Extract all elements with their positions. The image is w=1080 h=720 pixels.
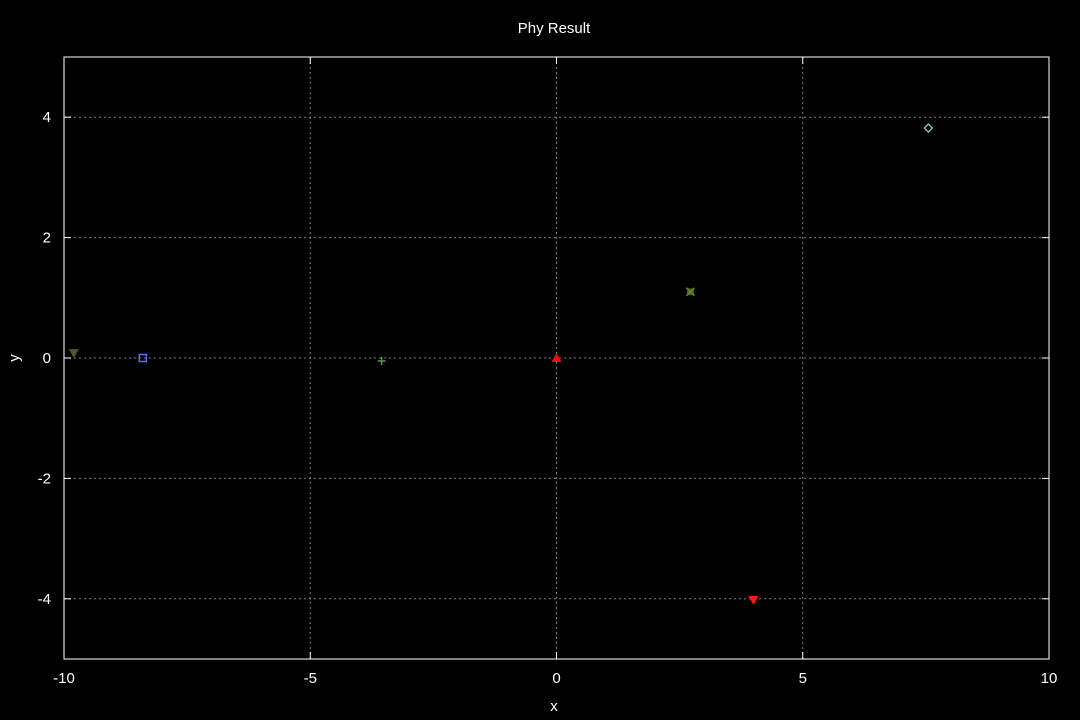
plot-frame	[63, 56, 1050, 660]
point-cyan-diamond	[923, 123, 934, 133]
x-tick-label: -5	[304, 670, 317, 687]
axis-ticks: -10 -5 0 5 10 -4 -2 0 2 4	[38, 57, 1058, 687]
y-tick-label: -4	[38, 591, 51, 608]
marker-shape	[685, 287, 695, 297]
y-tick-label: -2	[38, 470, 51, 487]
x-tick-label: 5	[799, 670, 807, 687]
point-red-triangle-down	[748, 596, 759, 606]
point-red-triangle	[551, 353, 562, 362]
y-tick-label: 0	[43, 350, 51, 367]
marker-shape	[68, 349, 79, 359]
point-olive-triangle	[68, 349, 79, 359]
point-green-plus	[377, 357, 386, 366]
point-olive-cross	[685, 287, 695, 297]
marker-shape	[748, 596, 759, 606]
marker-shape	[551, 353, 562, 362]
chart-title: Phy Result	[518, 20, 591, 37]
x-tick-label: -10	[53, 670, 75, 687]
point-blue-square	[138, 353, 148, 363]
x-axis-label: x	[550, 698, 558, 715]
x-tick-label: 0	[552, 670, 560, 687]
y-tick-label: 2	[43, 230, 51, 247]
y-tick-label: 4	[43, 109, 51, 126]
data-points	[68, 123, 934, 606]
marker-shape	[923, 123, 934, 133]
x-tick-label: 10	[1041, 670, 1058, 687]
grid-lines	[64, 57, 1049, 659]
y-axis-label: y	[6, 354, 23, 362]
marker-shape	[138, 353, 148, 363]
